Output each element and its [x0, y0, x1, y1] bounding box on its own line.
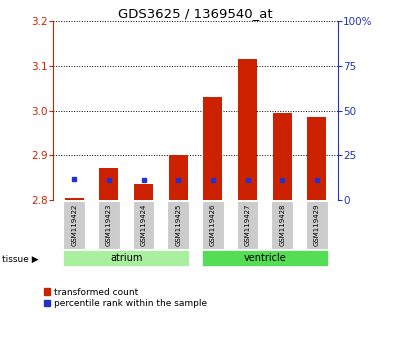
- Bar: [237, 201, 258, 249]
- Bar: [273, 113, 292, 200]
- Bar: [167, 201, 189, 249]
- Title: GDS3625 / 1369540_at: GDS3625 / 1369540_at: [118, 7, 273, 20]
- Bar: [99, 168, 118, 200]
- Text: GSM119428: GSM119428: [279, 204, 285, 246]
- Bar: [134, 184, 153, 200]
- Bar: [133, 201, 154, 249]
- Bar: [202, 250, 328, 266]
- Legend: transformed count, percentile rank within the sample: transformed count, percentile rank withi…: [44, 288, 207, 308]
- Bar: [63, 250, 189, 266]
- Bar: [202, 201, 224, 249]
- Text: tissue ▶: tissue ▶: [2, 255, 39, 264]
- Text: GSM119429: GSM119429: [314, 204, 320, 246]
- Text: GSM119426: GSM119426: [210, 204, 216, 246]
- Bar: [63, 201, 85, 249]
- Text: atrium: atrium: [110, 253, 142, 263]
- Text: ventricle: ventricle: [243, 253, 286, 263]
- Bar: [169, 155, 188, 200]
- Bar: [238, 59, 257, 200]
- Bar: [271, 201, 293, 249]
- Bar: [98, 201, 120, 249]
- Text: GSM119424: GSM119424: [141, 204, 147, 246]
- Text: GSM119422: GSM119422: [71, 204, 77, 246]
- Text: GSM119425: GSM119425: [175, 204, 181, 246]
- Bar: [306, 201, 328, 249]
- Bar: [65, 198, 84, 200]
- Text: GSM119423: GSM119423: [106, 204, 112, 246]
- Bar: [307, 117, 326, 200]
- Text: GSM119427: GSM119427: [245, 204, 250, 246]
- Bar: [203, 97, 222, 200]
